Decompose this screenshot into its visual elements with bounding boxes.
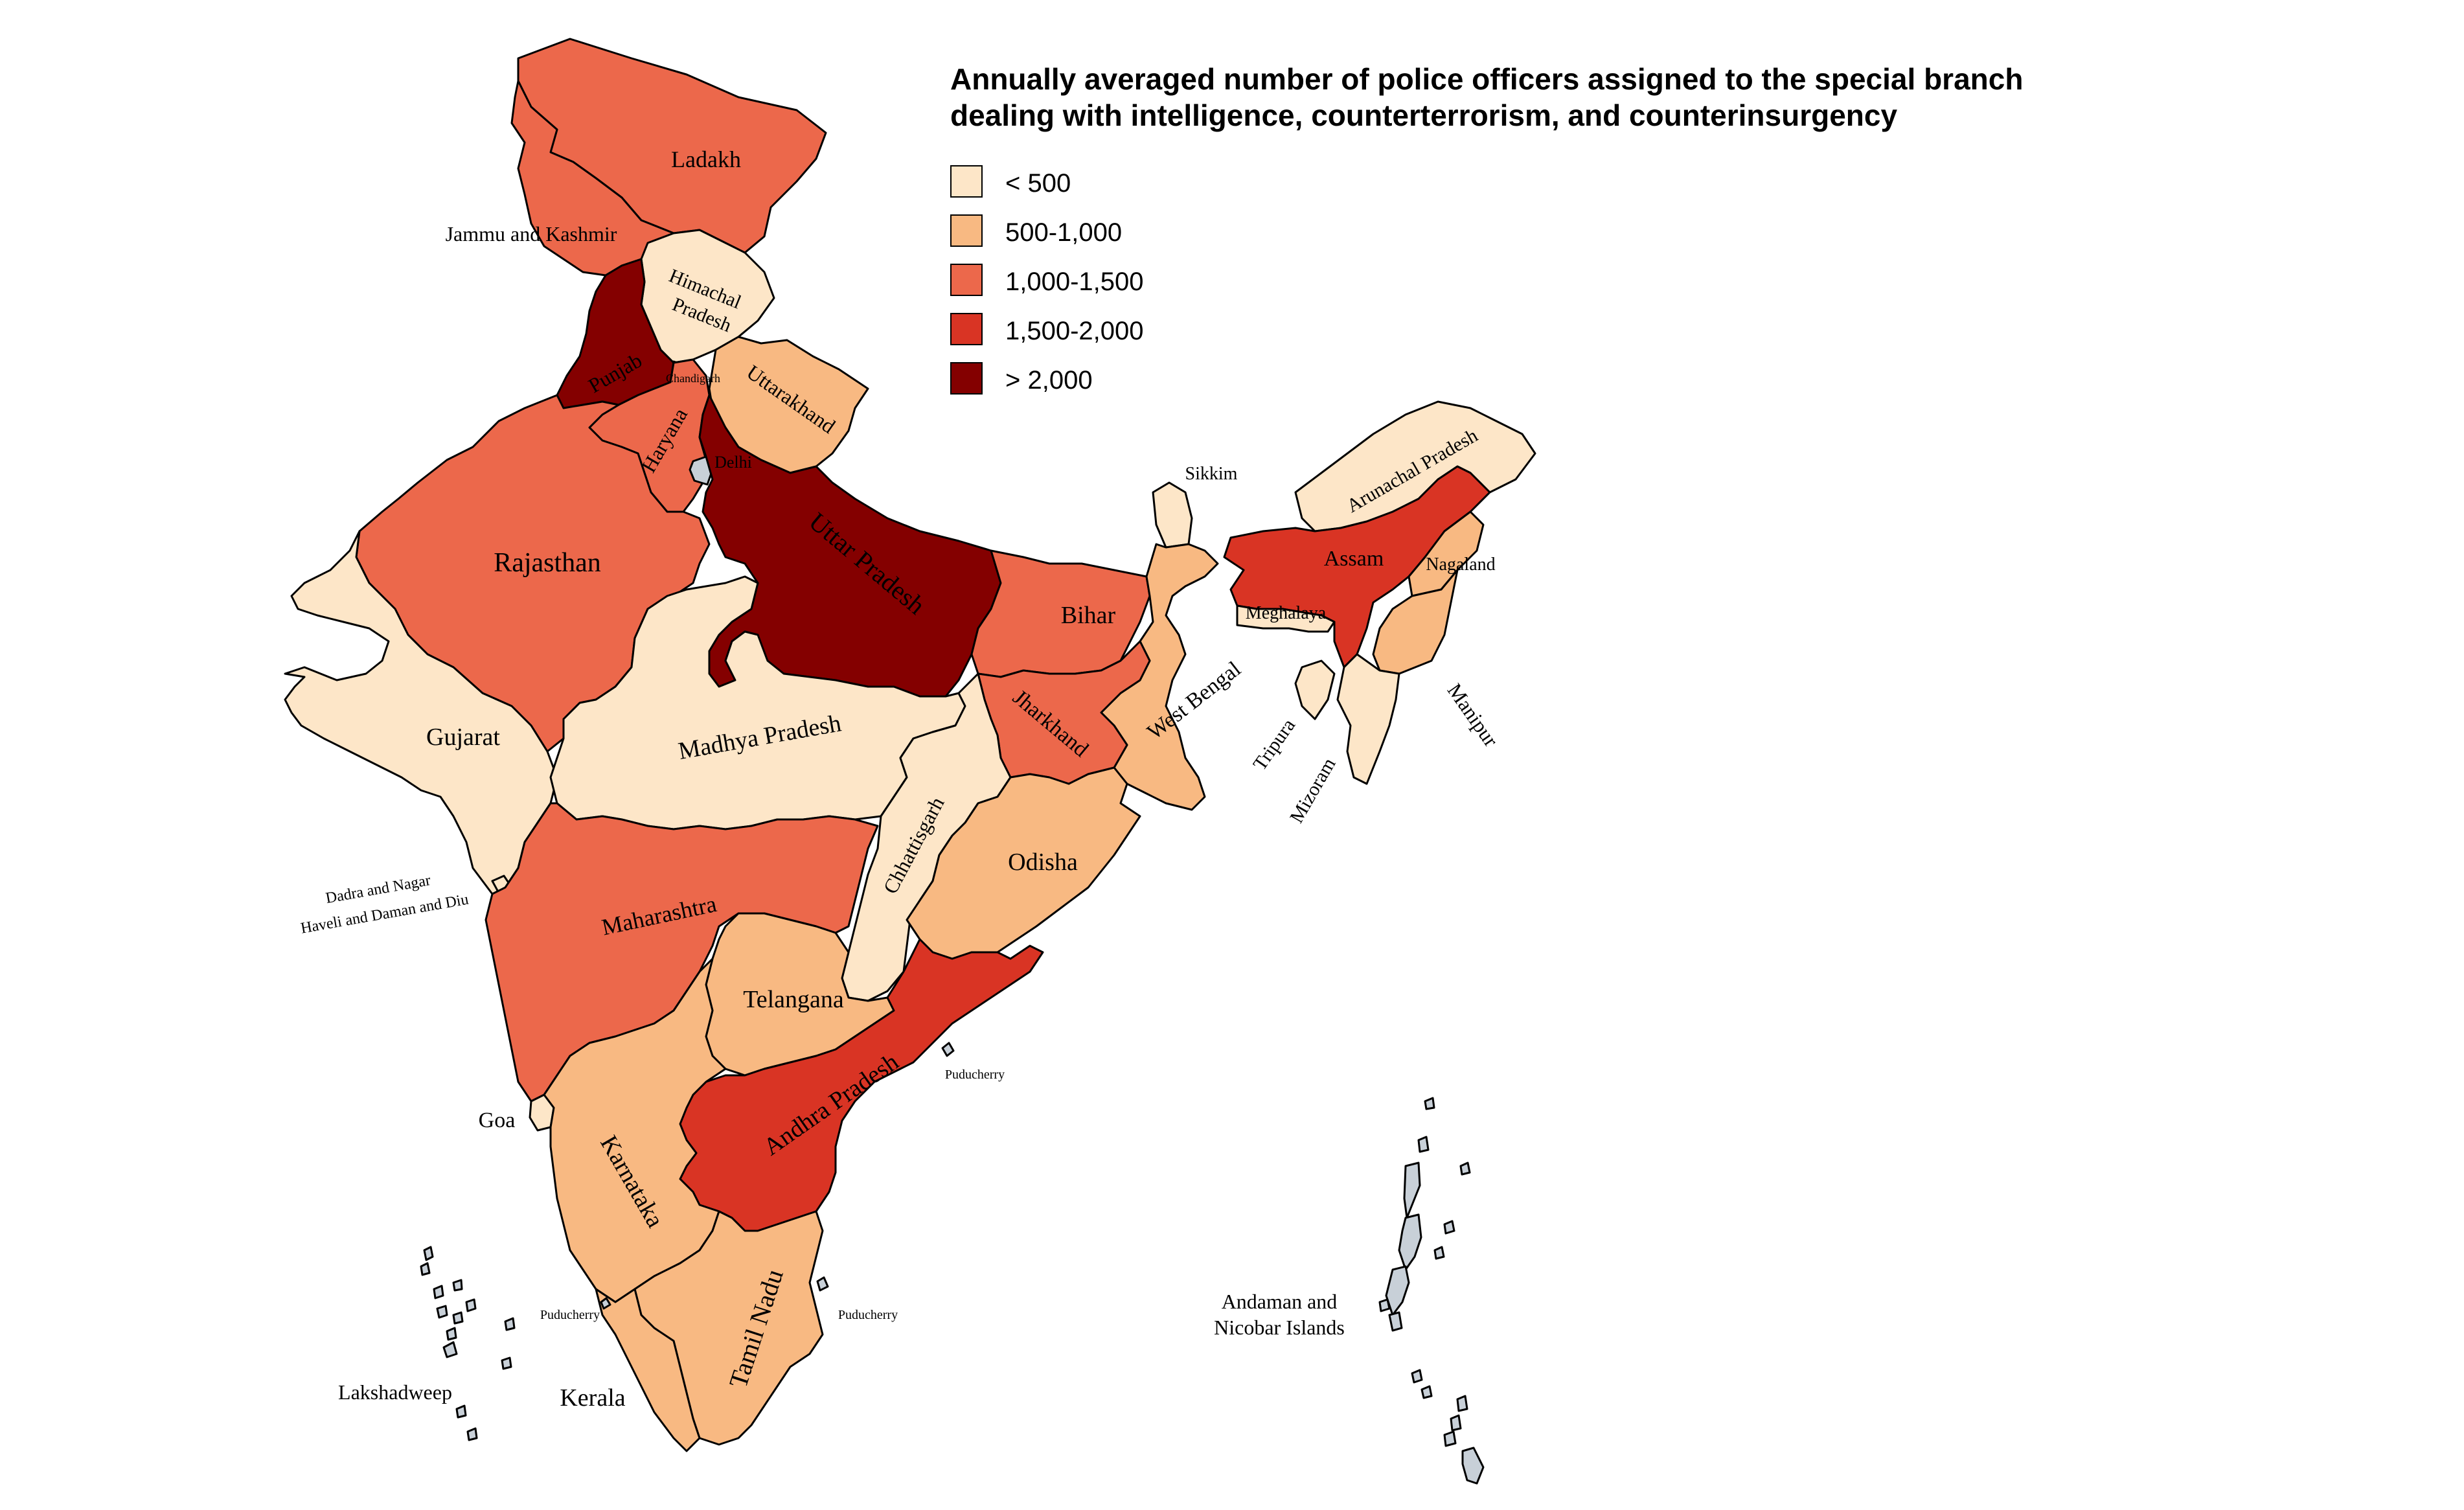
label-assam: Assam [1324, 547, 1384, 571]
title-line-1: Annually averaged number of police offic… [950, 62, 2023, 96]
label-goa: Goa [479, 1108, 516, 1132]
island [501, 1356, 512, 1370]
island [1420, 1385, 1433, 1399]
region-karnataka [543, 957, 727, 1303]
chart-title: Annually averaged number of police offic… [950, 62, 2023, 132]
island [420, 1262, 431, 1276]
label-puducherry-yanam: Puducherry [945, 1068, 1005, 1082]
island [1456, 1395, 1468, 1412]
legend-label-under-500: < 500 [1005, 169, 1071, 198]
island [1378, 1298, 1391, 1312]
label-puducherry-tn: Puducherry [838, 1308, 898, 1322]
island [1443, 1430, 1457, 1447]
label-andaman-line1: Andaman and [1222, 1290, 1338, 1313]
andaman-nicobar-islands [1378, 1097, 1485, 1485]
legend-swatch-500-1000 [950, 214, 983, 247]
label-chandigarh: Chandigarh [666, 372, 720, 385]
region-manipur [1372, 569, 1459, 675]
label-kerala: Kerala [560, 1384, 625, 1412]
legend-label-1500-2000: 1,500-2,000 [1005, 317, 1144, 345]
label-nagaland: Nagaland [1426, 555, 1495, 575]
region-puducherry-tn [816, 1276, 829, 1292]
region-puducherry-mahe [600, 1297, 611, 1310]
label-meghalaya: Meghalaya [1246, 603, 1327, 623]
label-dnh-line2: Haveli and Daman and Diu [299, 891, 470, 937]
legend-label-over-2000: > 2,000 [1005, 366, 1093, 395]
label-bihar: Bihar [1061, 602, 1116, 629]
island [433, 1285, 444, 1299]
island [1461, 1447, 1485, 1485]
region-sikkim [1152, 481, 1193, 549]
island [504, 1317, 516, 1331]
island [446, 1327, 457, 1341]
label-rajasthan: Rajasthan [494, 548, 601, 578]
region-meghalaya [1236, 604, 1336, 633]
region-mizoram [1336, 653, 1400, 785]
label-andaman-line2: Nicobar Islands [1214, 1316, 1345, 1339]
label-lakshadweep: Lakshadweep [338, 1380, 452, 1404]
region-tripura [1294, 659, 1336, 720]
region-chhattisgarh [841, 672, 1012, 1002]
legend-swatch-1000-1500 [950, 264, 983, 296]
island [442, 1341, 458, 1358]
legend-label-500-1000: 500-1,000 [1005, 218, 1122, 247]
island [1385, 1265, 1410, 1316]
map-regions [284, 38, 1536, 1452]
island [423, 1246, 434, 1261]
island [465, 1298, 477, 1312]
label-sikkim: Sikkim [1185, 464, 1238, 484]
lakshadweep-islands [420, 1246, 516, 1441]
region-maharashtra [485, 802, 879, 1103]
island [1450, 1414, 1462, 1432]
region-puducherry-yanam [941, 1042, 955, 1057]
label-mizoram: Mizoram [1286, 754, 1340, 827]
island [436, 1305, 448, 1319]
island [1424, 1097, 1435, 1110]
island [466, 1427, 478, 1441]
label-manipur: Manipur [1443, 679, 1503, 751]
region-nagaland [1408, 510, 1485, 597]
label-tripura: Tripura [1249, 715, 1299, 775]
title-line-2: dealing with intelligence, counterterror… [950, 98, 1897, 132]
island [452, 1311, 464, 1325]
label-ladakh: Ladakh [671, 146, 741, 172]
island [1398, 1213, 1422, 1271]
legend: < 500 500-1,000 1,000-1,500 1,500-2,000 … [950, 165, 1144, 395]
label-puducherry-mahe: Puducherry [540, 1308, 600, 1322]
legend-swatch-over-2000 [950, 362, 983, 395]
region-odisha [906, 766, 1141, 960]
region-gujarat [284, 530, 558, 895]
label-odisha: Odisha [1008, 849, 1078, 876]
island [455, 1404, 467, 1419]
label-gujarat: Gujarat [426, 724, 500, 751]
label-telangana: Telangana [743, 986, 844, 1013]
label-delhi: Delhi [714, 453, 752, 472]
legend-label-1000-1500: 1,000-1,500 [1005, 268, 1144, 296]
legend-swatch-under-500 [950, 165, 983, 198]
label-jammu-and-kashmir: Jammu and Kashmir [446, 222, 617, 246]
island [1388, 1311, 1403, 1332]
island [1403, 1161, 1421, 1219]
island [1411, 1369, 1423, 1384]
island [1459, 1161, 1471, 1176]
island [1417, 1136, 1430, 1153]
region-kerala [595, 1288, 701, 1452]
island [1443, 1220, 1455, 1235]
island [1433, 1246, 1445, 1260]
island [452, 1279, 463, 1292]
legend-swatch-1500-2000 [950, 313, 983, 345]
